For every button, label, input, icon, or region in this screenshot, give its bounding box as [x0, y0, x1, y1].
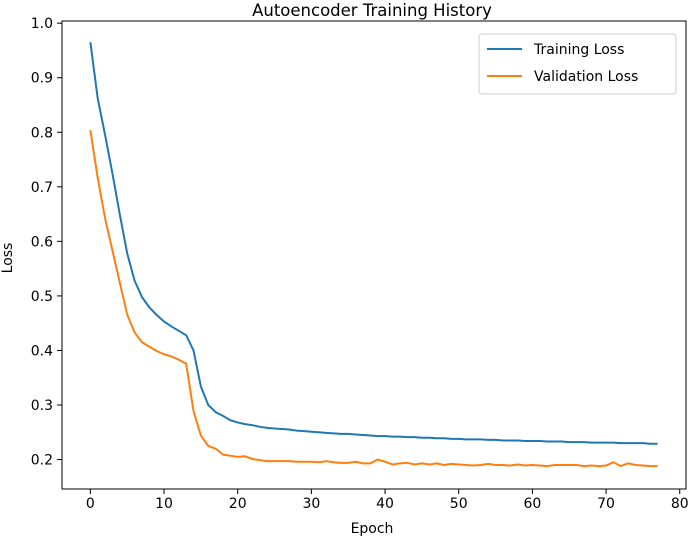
y-tick-label: 1.0 — [31, 16, 53, 32]
x-tick-label: 80 — [671, 496, 689, 512]
x-tick-label: 50 — [450, 496, 468, 512]
x-tick-label: 0 — [86, 496, 95, 512]
x-axis-label: Epoch — [351, 521, 394, 536]
x-tick-label: 20 — [229, 496, 247, 512]
y-tick-label: 0.3 — [31, 398, 53, 414]
x-tick-label: 40 — [376, 496, 394, 512]
legend-frame — [478, 33, 677, 95]
x-axis-ticks: 0 10 20 30 40 50 60 70 80 — [86, 489, 689, 512]
axes-frame — [61, 20, 687, 490]
plot-lines — [89, 42, 658, 468]
y-tick-label: 0.5 — [31, 289, 53, 305]
legend-label-training-loss: Training Loss — [533, 42, 624, 58]
series-line-validation-loss — [89, 129, 658, 468]
x-tick-label: 70 — [597, 496, 615, 512]
legend-label-validation-loss: Validation Loss — [534, 69, 638, 85]
y-tick-label: 0.9 — [31, 71, 53, 87]
y-tick-label: 0.2 — [31, 453, 53, 469]
y-axis-label: Loss — [0, 243, 16, 274]
x-tick-label: 60 — [523, 496, 541, 512]
y-tick-label: 0.8 — [31, 125, 53, 141]
chart-title: Autoencoder Training History — [252, 1, 492, 20]
x-tick-label: 30 — [302, 496, 320, 512]
x-tick-label: 10 — [155, 496, 173, 512]
y-tick-label: 0.7 — [31, 180, 53, 196]
series-line-training-loss — [89, 42, 658, 445]
legend: Training Loss Validation Loss — [478, 33, 677, 95]
y-tick-label: 0.4 — [31, 343, 53, 359]
y-axis-ticks: 0.2 0.3 0.4 0.5 0.6 0.7 0.8 0.9 1.0 — [31, 16, 62, 469]
y-tick-label: 0.6 — [31, 234, 53, 250]
